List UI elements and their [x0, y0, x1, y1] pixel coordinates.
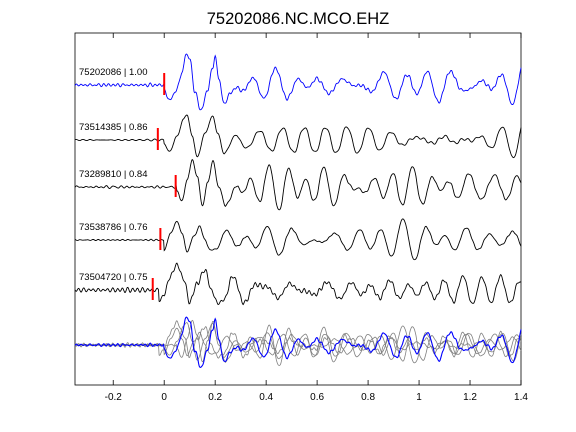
- x-axis: -0.2 0 0.2 0.4 0.6 0.8 1 1.2 1.4: [105, 33, 528, 403]
- waveform-trace-3: [74, 158, 522, 211]
- x-tick-label-3: 0.2: [208, 392, 222, 403]
- x-tick-label-5: 0.6: [310, 392, 324, 403]
- chart-title: 75202086.NC.MCO.EHZ: [207, 10, 390, 28]
- x-tick-label-2: 0: [161, 392, 167, 403]
- x-tick-label-8: 1.2: [463, 392, 477, 403]
- waveform-trace-4: [74, 218, 522, 261]
- x-tick-label-1: -0.2: [105, 392, 123, 403]
- trace-label-5: 73504720 | 0.75: [79, 272, 148, 283]
- x-tick-label-7: 1: [416, 392, 422, 403]
- plot-frame: [74, 32, 522, 386]
- x-tick-label-6: 0.8: [361, 392, 375, 403]
- trace-label-2: 73514385 | 0.86: [79, 122, 148, 133]
- trace-label-1: 75202086 | 1.00: [79, 67, 148, 78]
- x-tick-label-4: 0.4: [259, 392, 273, 403]
- trace-label-3: 73289810 | 0.84: [79, 169, 148, 180]
- plot-content: 75202086 | 1.00 73514385 | 0.86 73289810 |…: [74, 53, 522, 368]
- x-tick-label-9: 1.4: [514, 392, 528, 403]
- waveform-trace-5: [74, 262, 522, 306]
- waveform-trace-2: [74, 114, 522, 159]
- trace-label-4: 73538786 | 0.76: [79, 222, 148, 233]
- overlay-trace-1: [74, 316, 522, 368]
- waveform-trace-1: [74, 53, 522, 111]
